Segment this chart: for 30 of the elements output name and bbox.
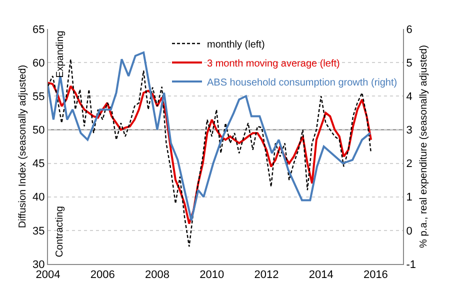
x-tick-label: 2006: [90, 269, 115, 282]
annotation: Expanding: [54, 30, 66, 78]
legend-label: 3 month moving average (left): [207, 58, 340, 70]
y-tick-label: 40: [32, 192, 45, 204]
legend-label: monthly (left): [207, 39, 265, 50]
y2-tick-label: 1: [406, 192, 412, 204]
y2-tick-label: 2: [406, 158, 412, 170]
annotation: Contracting: [54, 206, 66, 258]
y2-tick-label: -1: [406, 258, 416, 271]
x-tick-label: 2012: [254, 269, 279, 282]
y-tick-label: 55: [32, 90, 45, 103]
y2-tick-label: 0: [406, 225, 412, 238]
x-tick-label: 2016: [363, 269, 388, 282]
x-tick-label: 2010: [200, 269, 224, 282]
y-tick-label: 50: [32, 124, 45, 137]
y2-axis-title: % p.a., real expenditure (seasonally adjusted): [418, 45, 430, 248]
y-tick-label: 30: [32, 258, 45, 271]
y2-tick-label: 5: [406, 57, 412, 70]
y-axis-title: Diffusion Index (seasonally adjusted): [18, 64, 29, 228]
x-tick-label: 2004: [36, 269, 60, 282]
y-tick-label: 60: [32, 57, 45, 70]
x-tick-label: 2008: [144, 269, 170, 282]
legend-label: ABS household consumption growth (right): [207, 77, 398, 88]
y2-tick-label: 6: [406, 24, 412, 36]
y-tick-label: 35: [32, 225, 45, 238]
y2-tick-label: 4: [406, 90, 412, 103]
y-tick-label: 65: [32, 24, 45, 36]
x-tick-label: 2014: [308, 269, 334, 282]
y2-tick-label: 3: [406, 124, 412, 137]
y-tick-label: 45: [32, 158, 45, 170]
